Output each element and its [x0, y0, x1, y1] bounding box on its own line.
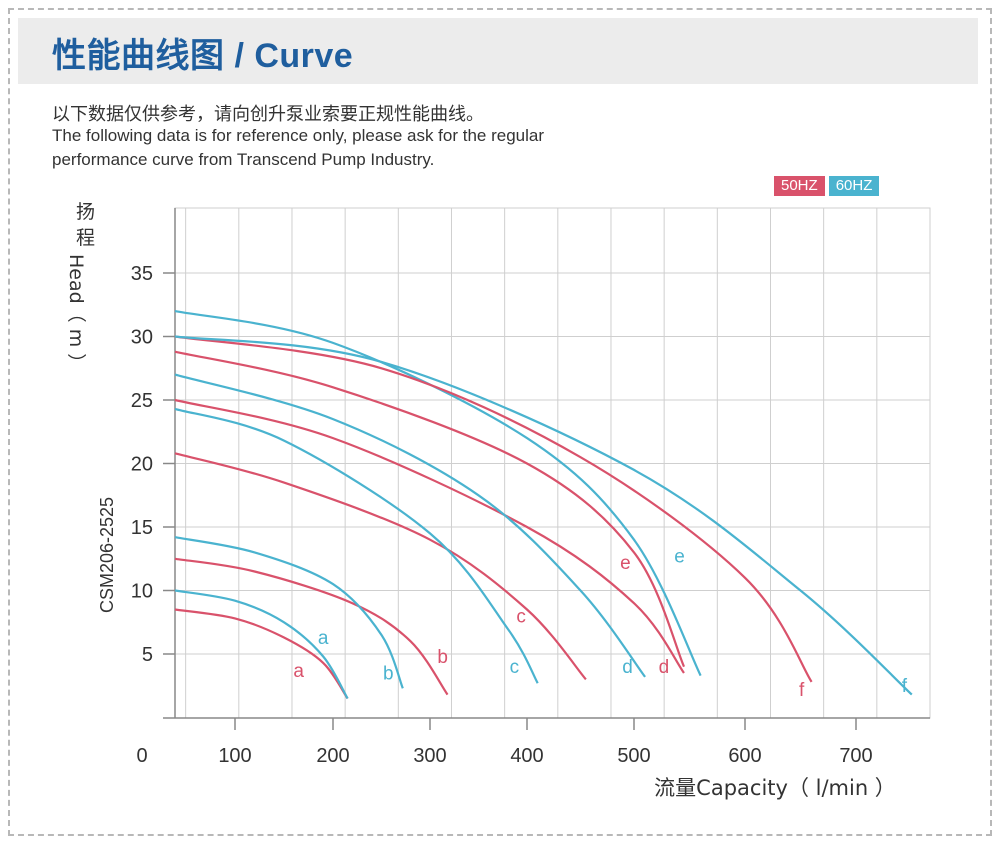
- page-frame: [8, 8, 992, 836]
- y-tick-label: 5: [142, 644, 153, 666]
- x-tick-label: 700: [839, 745, 872, 767]
- curve-label-d-60hz: d: [622, 657, 633, 678]
- y-axis-title-cjk-1: 扬: [76, 201, 95, 223]
- y-axis-title-cjk-2: 程: [76, 227, 95, 249]
- curve-f-50hz: [174, 335, 813, 683]
- curve-c-60hz: [174, 407, 539, 684]
- legend-50hz: 50HZ: [774, 176, 825, 196]
- reference-note-cn: 以下数据仅供参考，请向创升泵业索要正规性能曲线。: [52, 104, 484, 125]
- curve-label-e-60hz: e: [674, 547, 685, 568]
- curve-b-50hz: [174, 557, 449, 696]
- curve-label-b-60hz: b: [383, 663, 394, 684]
- chart-curve-labels: aa b b c c d d e e f f: [293, 547, 907, 701]
- header-band: [18, 18, 978, 84]
- curve-e-50hz: [174, 350, 686, 668]
- curve-label-c-60hz: c: [510, 657, 520, 678]
- y-tick-label: 35: [131, 263, 153, 285]
- curve-label-e-50hz: e: [620, 553, 631, 574]
- curve-label-b-50hz: b: [437, 647, 448, 668]
- curve-a-60hz: [174, 589, 349, 700]
- reference-note-en-line2: performance curve from Transcend Pump In…: [52, 150, 435, 169]
- x-axis-title: 流量Capacity（ l/min ）: [654, 776, 896, 800]
- y-tick-label: 25: [131, 390, 153, 412]
- curve-label-c-50hz: c: [516, 606, 526, 627]
- y-axis-title: 扬程: [76, 201, 95, 249]
- x-tick-label: 400: [510, 745, 543, 767]
- page-title: 性能曲线图 / Curve: [52, 37, 354, 75]
- curve-label-f-50hz: f: [799, 680, 805, 701]
- x-tick-label: 100: [218, 745, 251, 767]
- curve-label-f-60hz: f: [902, 676, 908, 697]
- x-tick-label: 600: [728, 745, 761, 767]
- legend-60hz: 60HZ: [828, 176, 880, 196]
- chart-legend: 50HZ 60HZ: [770, 176, 880, 196]
- y-tick-label: 20: [131, 454, 153, 476]
- y-tick-label: 30: [131, 327, 153, 349]
- curve-d-60hz: [174, 373, 646, 678]
- curve-b-60hz: [174, 536, 404, 689]
- x-tick-label: 300: [413, 745, 446, 767]
- chart-curves: [174, 310, 913, 700]
- curve-label-d-50hz: d: [659, 657, 670, 678]
- chart-grid: [174, 207, 931, 719]
- curve-label-a-50hz: a: [293, 661, 304, 682]
- y-axis-title-group: 扬程 Head（ m ）: [65, 201, 95, 372]
- x-tick-label: 500: [617, 745, 650, 767]
- x-tick-label: 200: [316, 745, 349, 767]
- reference-note-en-line1: The following data is for reference only…: [52, 126, 545, 145]
- y-axis-title-rotated: Head（ m ）: [65, 254, 87, 372]
- curve-c-50hz: [174, 452, 587, 681]
- y-tick-label: 15: [131, 517, 153, 539]
- y-tick-label: 10: [131, 581, 153, 603]
- curve-a-50hz: [174, 608, 349, 700]
- curve-e-60hz: [174, 310, 702, 677]
- x-tick-label: 0: [136, 745, 147, 767]
- model-label: CSM206-2525: [97, 497, 117, 613]
- curve-label-a-60hz: a: [318, 628, 329, 649]
- curve-f-60hz: [174, 335, 913, 696]
- chart-axes: 5 10 15 20 25 30 35 0 100 200 300 400 500 600 700: [131, 208, 930, 767]
